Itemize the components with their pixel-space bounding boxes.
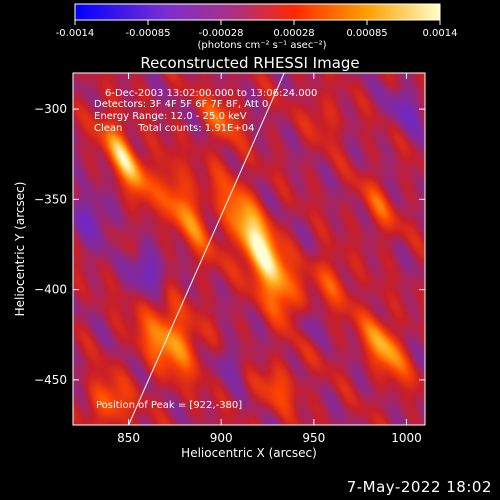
annotation-block: 6-Dec-2003 13:02:00.000 to 13:06:24.000 … [94,88,317,134]
chart-title: Reconstructed RHESSI Image [140,54,359,72]
axis-ticks: 850 900 950 1000 −300 −350 −400 −450 [34,73,425,445]
colorbar-ticks: -0.0014 -0.00085 -0.00028 0.00028 0.00085 0.0… [56,20,458,39]
colorbar-tick-label: -0.00028 [199,28,244,39]
x-tick-label: 850 [117,431,140,445]
x-tick-label: 950 [302,431,325,445]
x-tick-label: 1000 [391,431,422,445]
heatmap-plot [73,73,425,425]
limb-line [128,73,285,425]
colorbar-tick-label: 0.00085 [346,28,387,39]
plot-frame [72,72,426,426]
x-axis-label: Heliocentric X (arcsec) [181,446,317,460]
y-tick-label: −300 [34,102,67,116]
footer-date: 7-May-2022 18:02 [346,478,492,496]
y-tick-label: −350 [34,192,67,206]
annotation-clean: Clean Total counts: 1.91E+04 [94,123,254,134]
annotation-energy: Energy Range: 12.0 - 25.0 keV [94,111,247,122]
colorbar-tick-label: -0.00085 [126,28,171,39]
x-tick-label: 900 [210,431,233,445]
annotation-time: 6-Dec-2003 13:02:00.000 to 13:06:24.000 [105,88,317,99]
colorbar-unit-label: (photons cm⁻² s⁻¹ asec⁻²) [197,40,326,51]
annotation-detectors: Detectors: 3F 4F 5F 6F 7F 8F, Att 0 [94,99,268,110]
y-tick-label: −450 [34,373,67,387]
colorbar-tick-label: -0.0014 [56,28,95,39]
colorbar-tick-label: 0.0014 [423,28,458,39]
y-tick-label: −400 [34,283,67,297]
y-axis-label: Heliocentric Y (arcsec) [13,182,27,317]
colorbar-tick-label: 0.00028 [273,28,314,39]
colorbar [74,3,441,21]
peak-position-label: Position of Peak = [922,-380] [96,400,242,411]
